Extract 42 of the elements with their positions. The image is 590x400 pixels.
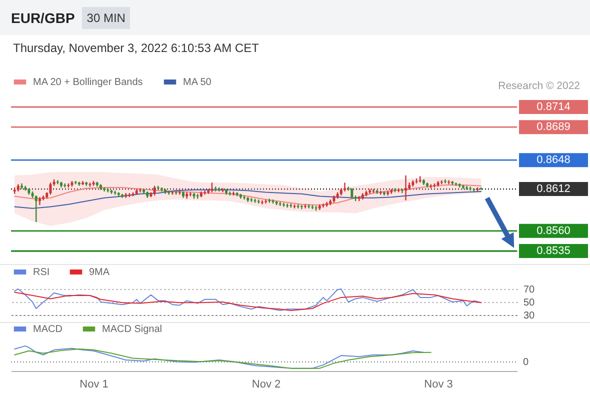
line-series xyxy=(14,189,482,209)
y-tick-label: 0.8648 xyxy=(536,154,570,166)
x-tick-label: Nov 3 xyxy=(424,378,453,390)
y-tick-label: 0.8560 xyxy=(536,224,570,237)
chart-title: EUR/GBP xyxy=(11,10,75,26)
candlestick xyxy=(343,182,346,192)
legend-label: 9MA xyxy=(89,267,110,278)
candlestick xyxy=(444,178,446,184)
legend-label: RSI xyxy=(33,267,50,278)
y-tick-label: 0.8714 xyxy=(536,101,570,113)
candlestick xyxy=(326,201,328,208)
legend-label: MA 20 + Bollinger Bands xyxy=(33,77,143,88)
candlestick xyxy=(34,194,38,223)
ref-line-label: 0 xyxy=(523,356,529,368)
candlestick xyxy=(386,190,390,196)
candlestick xyxy=(304,204,307,209)
y-tick-label: 50 xyxy=(524,298,536,308)
legend-label: MACD Signal xyxy=(102,324,162,335)
legend-label: MA 50 xyxy=(183,77,212,88)
candlestick xyxy=(286,202,289,208)
x-tick-label: Nov 2 xyxy=(252,378,281,390)
candlestick xyxy=(300,204,303,210)
candlestick xyxy=(264,198,268,204)
text: 30 MIN xyxy=(82,6,130,28)
y-tick-label: 0.8689 xyxy=(536,121,570,134)
legend-label: MACD xyxy=(33,324,62,335)
candlestick xyxy=(153,185,156,196)
candlestick xyxy=(350,188,354,200)
candlestick xyxy=(466,185,468,190)
chart-subtitle: Thursday, November 3, 2022 6:10:53 AM CET xyxy=(13,41,259,55)
candlestick xyxy=(243,194,246,200)
candlestick xyxy=(322,202,324,208)
x-tick-label: Nov 1 xyxy=(80,378,108,390)
y-tick-label: 30 xyxy=(524,310,536,322)
candlestick xyxy=(64,182,66,188)
text: Research © 2022 xyxy=(498,80,580,92)
candlestick xyxy=(42,194,45,201)
candlestick xyxy=(49,182,52,196)
y-tick-label: 0.8612 xyxy=(536,183,570,196)
y-tick-label: 70 xyxy=(524,284,536,296)
y-tick-label: 0.8535 xyxy=(536,245,570,257)
candlestick xyxy=(210,182,214,193)
